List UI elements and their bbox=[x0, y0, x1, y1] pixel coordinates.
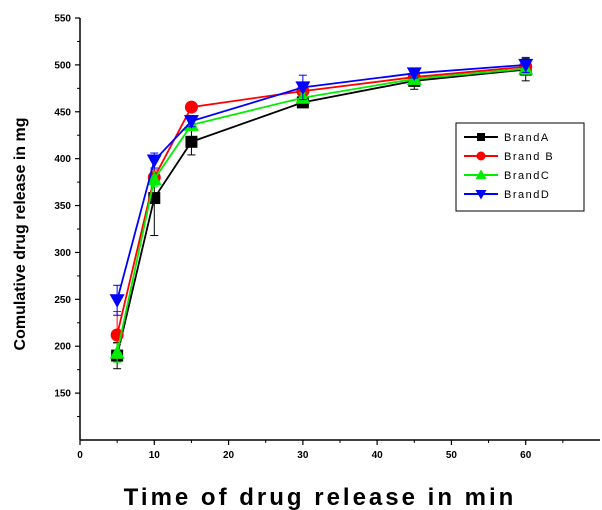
data-point bbox=[109, 345, 125, 359]
series-brandc bbox=[109, 61, 534, 363]
y-tick-label: 200 bbox=[54, 342, 71, 353]
y-tick-label: 300 bbox=[54, 248, 71, 259]
y-tick-label: 150 bbox=[54, 389, 71, 400]
legend-label: BrandD bbox=[504, 189, 550, 201]
legend-label: Brand B bbox=[504, 151, 554, 163]
data-point bbox=[295, 81, 311, 95]
data-point bbox=[109, 294, 125, 308]
series-line bbox=[116, 67, 526, 353]
series-layer bbox=[109, 56, 534, 370]
y-tick-label: 400 bbox=[54, 154, 71, 165]
x-tick-label: 20 bbox=[223, 450, 235, 461]
y-tick-label: 350 bbox=[54, 201, 71, 212]
series-line bbox=[116, 68, 526, 356]
x-tick-label: 10 bbox=[149, 450, 161, 461]
x-tick-label: 50 bbox=[446, 450, 458, 461]
data-point bbox=[146, 171, 162, 186]
data-point bbox=[185, 135, 198, 148]
y-tick-label: 450 bbox=[54, 107, 71, 118]
legend-label: BrandA bbox=[504, 132, 550, 144]
y-tick-label: 250 bbox=[54, 295, 71, 306]
series-line bbox=[116, 65, 526, 336]
y-tick-label: 500 bbox=[54, 60, 71, 71]
y-axis-title: Comulative drug release in mg bbox=[12, 118, 29, 351]
data-point bbox=[406, 67, 422, 81]
series-line bbox=[116, 63, 526, 301]
legend: BrandA Brand B BrandC BrandD bbox=[455, 122, 585, 212]
legend-marker bbox=[477, 133, 485, 141]
data-point bbox=[184, 100, 198, 114]
data-point bbox=[146, 154, 162, 169]
series-brandd bbox=[109, 56, 534, 316]
legend-marker bbox=[476, 151, 486, 161]
x-tick-label: 40 bbox=[372, 450, 384, 461]
data-point bbox=[518, 58, 534, 73]
data-point bbox=[183, 115, 199, 129]
legend-label: BrandC bbox=[504, 170, 550, 182]
x-tick-label: 30 bbox=[297, 450, 309, 461]
x-tick-label: 0 bbox=[77, 450, 83, 461]
x-tick-label: 60 bbox=[520, 450, 532, 461]
legend-marker bbox=[475, 190, 487, 200]
series-branda bbox=[111, 57, 532, 370]
legend-box bbox=[455, 122, 585, 212]
x-axis-title: Time of drug release in min bbox=[124, 484, 517, 510]
legend-marker bbox=[475, 169, 487, 179]
y-tick-label: 550 bbox=[54, 14, 71, 25]
axes: 0 10 20 30 40 50 60 150 200 250 300 350 400 450 500 550 bbox=[54, 14, 600, 461]
